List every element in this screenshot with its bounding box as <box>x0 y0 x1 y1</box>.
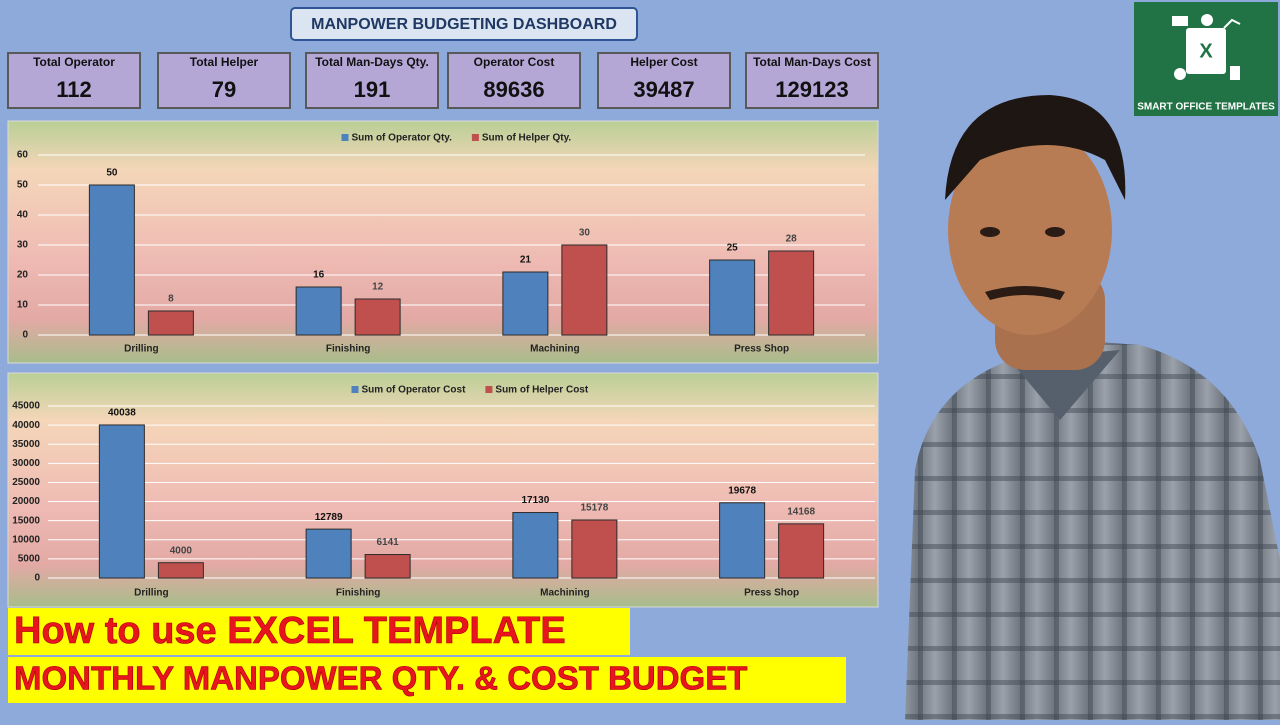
kpi-value: 129123 <box>775 77 848 102</box>
bar <box>364 554 411 579</box>
legend-swatch <box>471 134 479 141</box>
y-tick-label: 0 <box>34 573 40 584</box>
bar <box>502 271 549 336</box>
bar <box>571 519 618 579</box>
logo: X SMART OFFICE TEMPLATES <box>1134 2 1278 116</box>
presenter-photo <box>905 95 1280 720</box>
kpi-card <box>7 52 141 109</box>
x-tick-label: Drilling <box>134 588 168 599</box>
y-tick-label: 20 <box>17 270 29 281</box>
y-tick-label: 35000 <box>12 439 40 450</box>
dashboard-title: MANPOWER BUDGETING DASHBOARD <box>311 16 617 33</box>
bar <box>768 250 815 336</box>
bar <box>354 298 401 336</box>
bar <box>147 310 194 336</box>
data-label: 15178 <box>580 503 608 514</box>
data-label: 12 <box>372 282 384 293</box>
chart: 0 5000 10000 15000 20000 25000 30000 35000 40000… <box>7 372 879 608</box>
y-tick-label: 30 <box>17 240 29 251</box>
legend-swatch <box>341 134 349 141</box>
y-tick-label: 45000 <box>12 401 40 412</box>
bar <box>561 244 608 336</box>
kpi-value: 39487 <box>633 77 694 102</box>
kpi-card <box>597 52 731 109</box>
x-tick-label: Finishing <box>326 344 370 355</box>
legend-swatch <box>485 386 493 393</box>
bar <box>98 424 145 579</box>
chart: 0 10 20 30 40 50 60 Sum of Operator Qty. Sum of … <box>7 120 879 364</box>
data-label: 8 <box>168 294 174 305</box>
y-tick-label: 10000 <box>12 534 40 545</box>
y-tick-label: 60 <box>17 150 29 161</box>
banner-box <box>8 657 846 703</box>
x-tick-label: Press Shop <box>744 588 799 599</box>
y-tick-label: 5000 <box>18 554 41 565</box>
kpi-label: Helper Cost <box>630 55 697 69</box>
title-box <box>290 7 638 41</box>
x-tick-label: Machining <box>540 588 589 599</box>
kpi-label: Total Man-Days Cost <box>753 55 871 69</box>
kpi-row: Total Operator 112 Total Helper 79 Total Man… <box>7 52 879 109</box>
kpi-label: Total Man-Days Qty. <box>315 55 429 69</box>
y-tick-label: 30000 <box>12 458 40 469</box>
x-tick-label: Finishing <box>336 588 380 599</box>
y-tick-label: 15000 <box>12 515 40 526</box>
bar <box>778 523 825 579</box>
y-tick-label: 50 <box>17 180 29 191</box>
bar <box>305 528 352 579</box>
bar <box>709 259 756 336</box>
kpi-value: 89636 <box>483 77 544 102</box>
kpi-card <box>745 52 879 109</box>
kpi-label: Operator Cost <box>474 55 555 69</box>
y-tick-label: 10 <box>17 300 29 311</box>
x-tick-label: Press Shop <box>734 344 789 355</box>
data-label: 19678 <box>728 485 756 496</box>
charts: 0 10 20 30 40 50 60 Sum of Operator Qty. Sum of … <box>7 120 879 608</box>
bar <box>719 502 766 579</box>
kpi-label: Total Operator <box>33 55 115 69</box>
data-label: 16 <box>313 270 325 281</box>
data-label: 25 <box>727 243 739 254</box>
banner-line: MONTHLY MANPOWER QTY. & COST BUDGET <box>14 660 747 697</box>
x-tick-label: Machining <box>530 344 579 355</box>
svg-text:X: X <box>1199 40 1213 62</box>
legend-label: Sum of Operator Qty. <box>352 133 453 144</box>
legend-swatch <box>351 386 359 393</box>
legend-label: Sum of Helper Cost <box>495 385 588 396</box>
kpi-card <box>157 52 291 109</box>
y-tick-label: 40000 <box>12 420 40 431</box>
bar <box>88 184 135 336</box>
y-tick-label: 0 <box>22 330 28 341</box>
kpi-card <box>305 52 439 109</box>
data-label: 50 <box>106 168 118 179</box>
legend-label: Sum of Operator Cost <box>362 385 467 396</box>
kpi-value: 79 <box>212 77 236 102</box>
data-label: 14168 <box>787 506 815 517</box>
kpi-card <box>447 52 581 109</box>
y-tick-label: 40 <box>17 210 29 221</box>
data-label: 6141 <box>377 537 400 548</box>
data-label: 21 <box>520 255 532 266</box>
legend-label: Sum of Helper Qty. <box>482 133 571 144</box>
data-label: 28 <box>786 234 798 245</box>
data-label: 17130 <box>521 495 549 506</box>
data-label: 12789 <box>315 512 343 523</box>
bar <box>157 562 204 579</box>
bar <box>512 512 559 579</box>
logo-caption: SMART OFFICE TEMPLATES <box>1137 102 1275 113</box>
data-label: 4000 <box>170 545 193 556</box>
y-tick-label: 20000 <box>12 496 40 507</box>
banner-line: How to use EXCEL TEMPLATE <box>14 610 566 652</box>
kpi-value: 191 <box>354 77 391 102</box>
kpi-label: Total Helper <box>190 55 259 69</box>
bar <box>295 286 342 336</box>
data-label: 40038 <box>108 408 136 419</box>
y-tick-label: 25000 <box>12 477 40 488</box>
kpi-value: 112 <box>56 77 92 102</box>
x-tick-label: Drilling <box>124 344 158 355</box>
banner-box <box>8 608 630 655</box>
data-label: 30 <box>579 228 591 239</box>
